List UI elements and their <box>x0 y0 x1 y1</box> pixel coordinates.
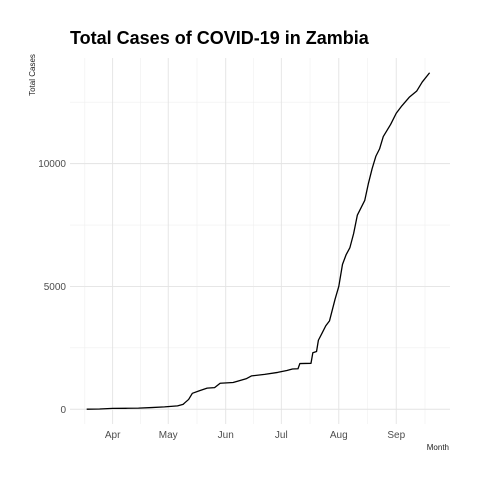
series-layer <box>86 72 431 410</box>
y-tick-label: 5000 <box>44 282 67 293</box>
x-tick-label: Sep <box>387 430 405 441</box>
y-tick-label: 0 <box>60 405 66 416</box>
y-tick-label: 10000 <box>38 159 66 170</box>
x-tick-label: Jul <box>275 430 288 441</box>
x-tick-label: Aug <box>330 430 348 441</box>
x-tick-label: Jun <box>218 430 234 441</box>
x-tick-label: May <box>159 430 178 441</box>
grid <box>70 58 450 424</box>
y-axis-title: Total Cases <box>28 54 37 96</box>
axis-ticks: 0 5000 10000 Apr May Jun Jul Aug Sep <box>38 159 405 441</box>
total-cases-line <box>86 72 431 410</box>
x-tick-label: Apr <box>105 430 121 441</box>
x-axis-title: Month <box>427 443 449 452</box>
chart-title: Total Cases of COVID-19 in Zambia <box>70 28 370 48</box>
